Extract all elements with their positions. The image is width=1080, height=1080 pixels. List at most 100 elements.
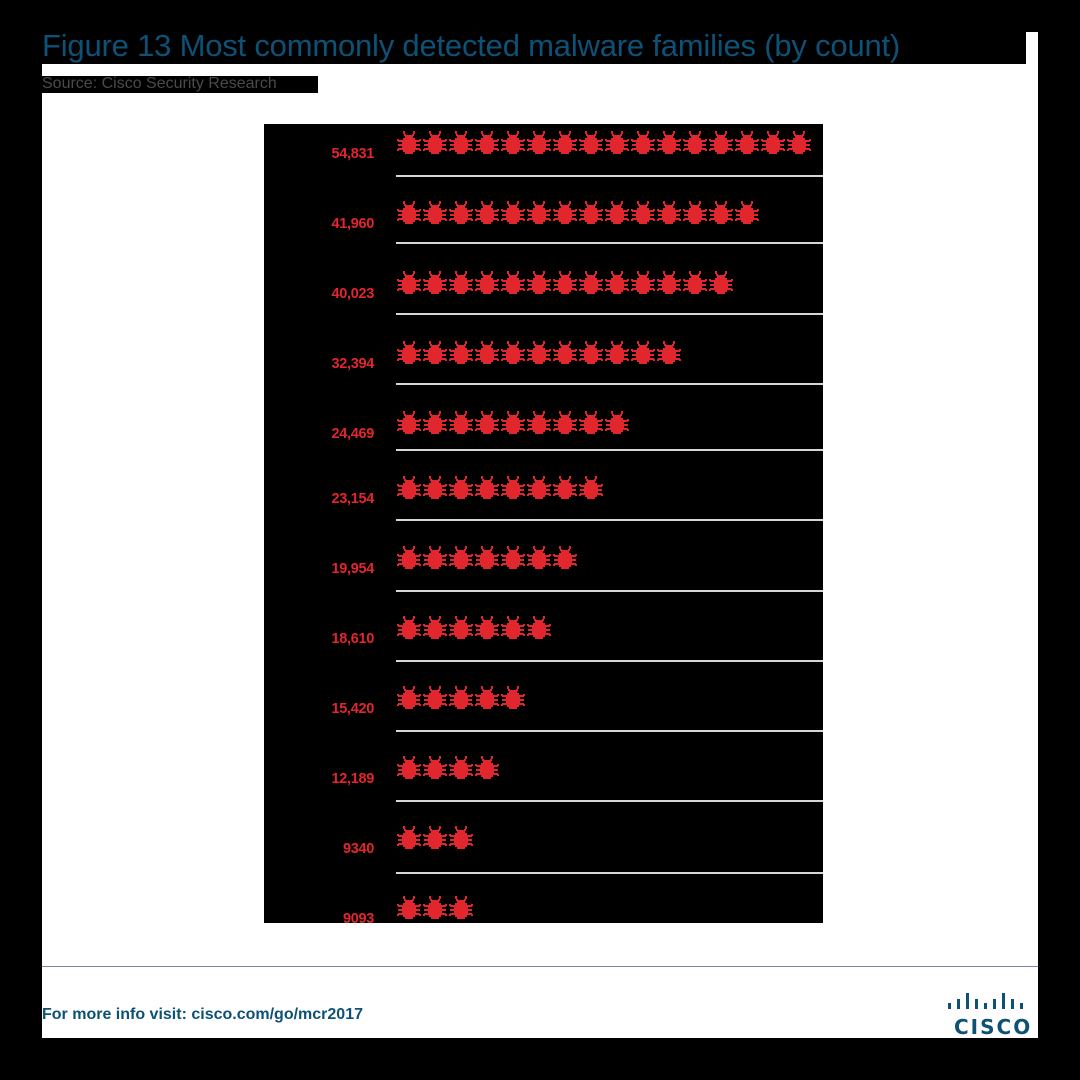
bug-icon	[448, 895, 474, 921]
row-divider	[396, 313, 823, 315]
figure-source: Source: Cisco Security Research	[42, 75, 277, 92]
row-divider	[396, 872, 823, 874]
bug-icon	[396, 200, 422, 226]
bug-icon	[422, 130, 448, 156]
bug-icon	[396, 685, 422, 711]
chart-row: 54,831	[264, 130, 823, 162]
bug-icon	[500, 130, 526, 156]
bug-icon	[552, 475, 578, 501]
row-divider	[396, 519, 823, 521]
bug-icon	[396, 755, 422, 781]
value-label: 18,610	[331, 631, 374, 647]
bug-icon	[526, 200, 552, 226]
bug-icon	[526, 340, 552, 366]
bug-icon	[526, 270, 552, 296]
bug-icon	[422, 825, 448, 851]
bug-icon	[786, 130, 812, 156]
bug-icon	[630, 200, 656, 226]
bug-icon	[422, 270, 448, 296]
bug-icon	[396, 545, 422, 571]
bug-icon	[552, 130, 578, 156]
more-info-link[interactable]: For more info visit: cisco.com/go/mcr201…	[42, 1006, 363, 1023]
chart-row: 40,023	[264, 270, 823, 302]
chart-row: 9093	[264, 895, 823, 927]
bug-icon	[552, 340, 578, 366]
bug-icon	[604, 340, 630, 366]
bug-icon	[526, 130, 552, 156]
row-divider	[396, 175, 823, 177]
bug-icon	[500, 545, 526, 571]
bug-icon	[682, 270, 708, 296]
chart-row: 18,610	[264, 615, 823, 647]
bug-icon-row	[396, 200, 760, 226]
row-divider	[396, 800, 823, 802]
chart-row: 15,420	[264, 685, 823, 717]
chart-row: 32,394	[264, 340, 823, 372]
bug-icon	[474, 475, 500, 501]
bug-icon	[448, 475, 474, 501]
bug-icon	[448, 545, 474, 571]
bug-icon	[578, 200, 604, 226]
bug-icon-row	[396, 755, 500, 781]
value-label: 41,960	[331, 216, 374, 232]
chart-row: 23,154	[264, 475, 823, 507]
bug-icon	[396, 615, 422, 641]
bug-icon	[474, 270, 500, 296]
value-label: 32,394	[331, 356, 374, 372]
value-label: 9340	[342, 841, 374, 857]
bug-icon	[630, 270, 656, 296]
value-label: 40,023	[331, 286, 374, 302]
bug-icon	[526, 475, 552, 501]
bug-icon	[604, 200, 630, 226]
bug-icon	[526, 615, 552, 641]
bug-icon	[630, 340, 656, 366]
bug-icon	[422, 895, 448, 921]
bug-icon	[396, 410, 422, 436]
bug-icon	[734, 200, 760, 226]
bug-icon	[422, 685, 448, 711]
bug-icon	[448, 410, 474, 436]
source-highlight	[42, 76, 318, 93]
row-divider	[396, 730, 823, 732]
bug-icon	[708, 200, 734, 226]
bug-icon	[656, 340, 682, 366]
bug-icon	[578, 410, 604, 436]
bug-icon	[578, 340, 604, 366]
value-label: 23,154	[331, 491, 374, 507]
bug-icon	[734, 130, 760, 156]
value-label: 9093	[342, 911, 374, 927]
bug-icon	[526, 545, 552, 571]
bug-icon	[500, 615, 526, 641]
bug-icon	[448, 615, 474, 641]
bug-icon-row	[396, 130, 812, 156]
value-label: 19,954	[331, 561, 374, 577]
chart-row: 19,954	[264, 545, 823, 577]
row-divider	[396, 242, 823, 244]
footer-divider	[42, 966, 1038, 967]
bug-icon	[422, 340, 448, 366]
bug-icon	[448, 825, 474, 851]
bug-icon	[396, 130, 422, 156]
chart-row: 41,960	[264, 200, 823, 232]
bug-icon	[604, 130, 630, 156]
bug-icon	[422, 475, 448, 501]
bug-icon-row	[396, 615, 552, 641]
bug-icon	[474, 340, 500, 366]
bug-icon	[578, 475, 604, 501]
bug-icon	[474, 130, 500, 156]
cisco-wordmark: CISCO	[954, 1015, 1033, 1039]
bug-icon	[422, 615, 448, 641]
bug-icon	[500, 270, 526, 296]
pictograph-chart: 54,831 41,960 40,023 32,394 24,469 23,154 19,9…	[264, 124, 823, 927]
bug-icon	[422, 410, 448, 436]
chart-row: 12,189	[264, 755, 823, 787]
cisco-bridge-icon	[948, 993, 1023, 1009]
row-divider	[396, 449, 823, 451]
bug-icon	[656, 200, 682, 226]
title-band	[42, 32, 1026, 64]
bug-icon	[708, 270, 734, 296]
bug-icon	[708, 130, 734, 156]
bug-icon	[500, 200, 526, 226]
cisco-logo: CISCO	[946, 991, 1036, 1039]
bug-icon	[422, 200, 448, 226]
